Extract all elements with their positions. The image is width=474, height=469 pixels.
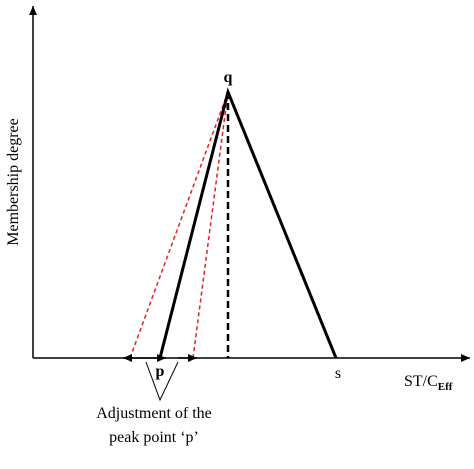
alt-right-edge <box>192 91 229 359</box>
annotation: peak point ‘p’ <box>109 429 199 446</box>
y-axis-label: Membership degree <box>5 118 22 246</box>
point-label: s <box>335 365 341 382</box>
x-label-sub: Eff <box>438 381 453 393</box>
point-label: q <box>224 69 233 86</box>
callout <box>145 361 179 402</box>
x-axis-label: ST/CEff <box>404 373 453 393</box>
alt-left-edge <box>129 91 229 359</box>
x-label-main: ST/C <box>404 373 438 390</box>
annotation: Adjustment of the <box>96 405 212 422</box>
point-label: p <box>156 363 165 380</box>
membership-triangle <box>158 87 338 359</box>
